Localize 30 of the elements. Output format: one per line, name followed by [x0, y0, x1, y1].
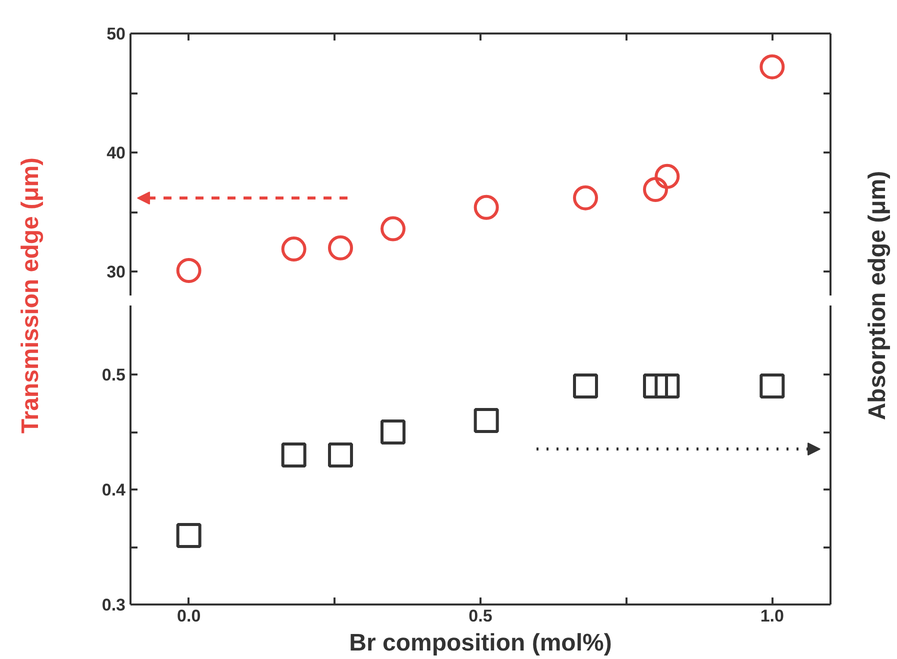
point	[474, 194, 499, 220]
point	[760, 374, 785, 398]
point	[380, 420, 406, 444]
point	[281, 236, 306, 262]
point	[176, 258, 202, 283]
point	[380, 216, 406, 242]
point	[654, 374, 680, 398]
y-tick-label: 50	[106, 24, 126, 44]
point	[654, 164, 680, 189]
point	[176, 523, 202, 548]
point	[760, 54, 785, 80]
y-axis-title: Transmission edge (μm)	[17, 157, 44, 434]
y-tick-label: 0.3	[102, 596, 126, 614]
point	[643, 374, 668, 398]
x-axis-title: Br composition (mol%)	[349, 630, 612, 656]
point	[573, 185, 598, 210]
x-tick-label: 0.0	[177, 606, 201, 626]
y2-axis-title: Absorption edge (μm)	[864, 170, 891, 420]
x-tick-label: 0.5	[468, 606, 492, 626]
point	[474, 408, 499, 433]
x-tick-label: 1.0	[760, 606, 784, 626]
point	[281, 442, 306, 468]
y-tick-label: 0.5	[102, 366, 126, 384]
point	[573, 374, 598, 398]
y-tick-label: 40	[106, 144, 126, 163]
point	[643, 177, 668, 202]
point	[328, 442, 353, 468]
y-tick-label: 30	[106, 262, 126, 282]
y-tick-label: 0.4	[102, 480, 126, 500]
point	[328, 235, 353, 260]
